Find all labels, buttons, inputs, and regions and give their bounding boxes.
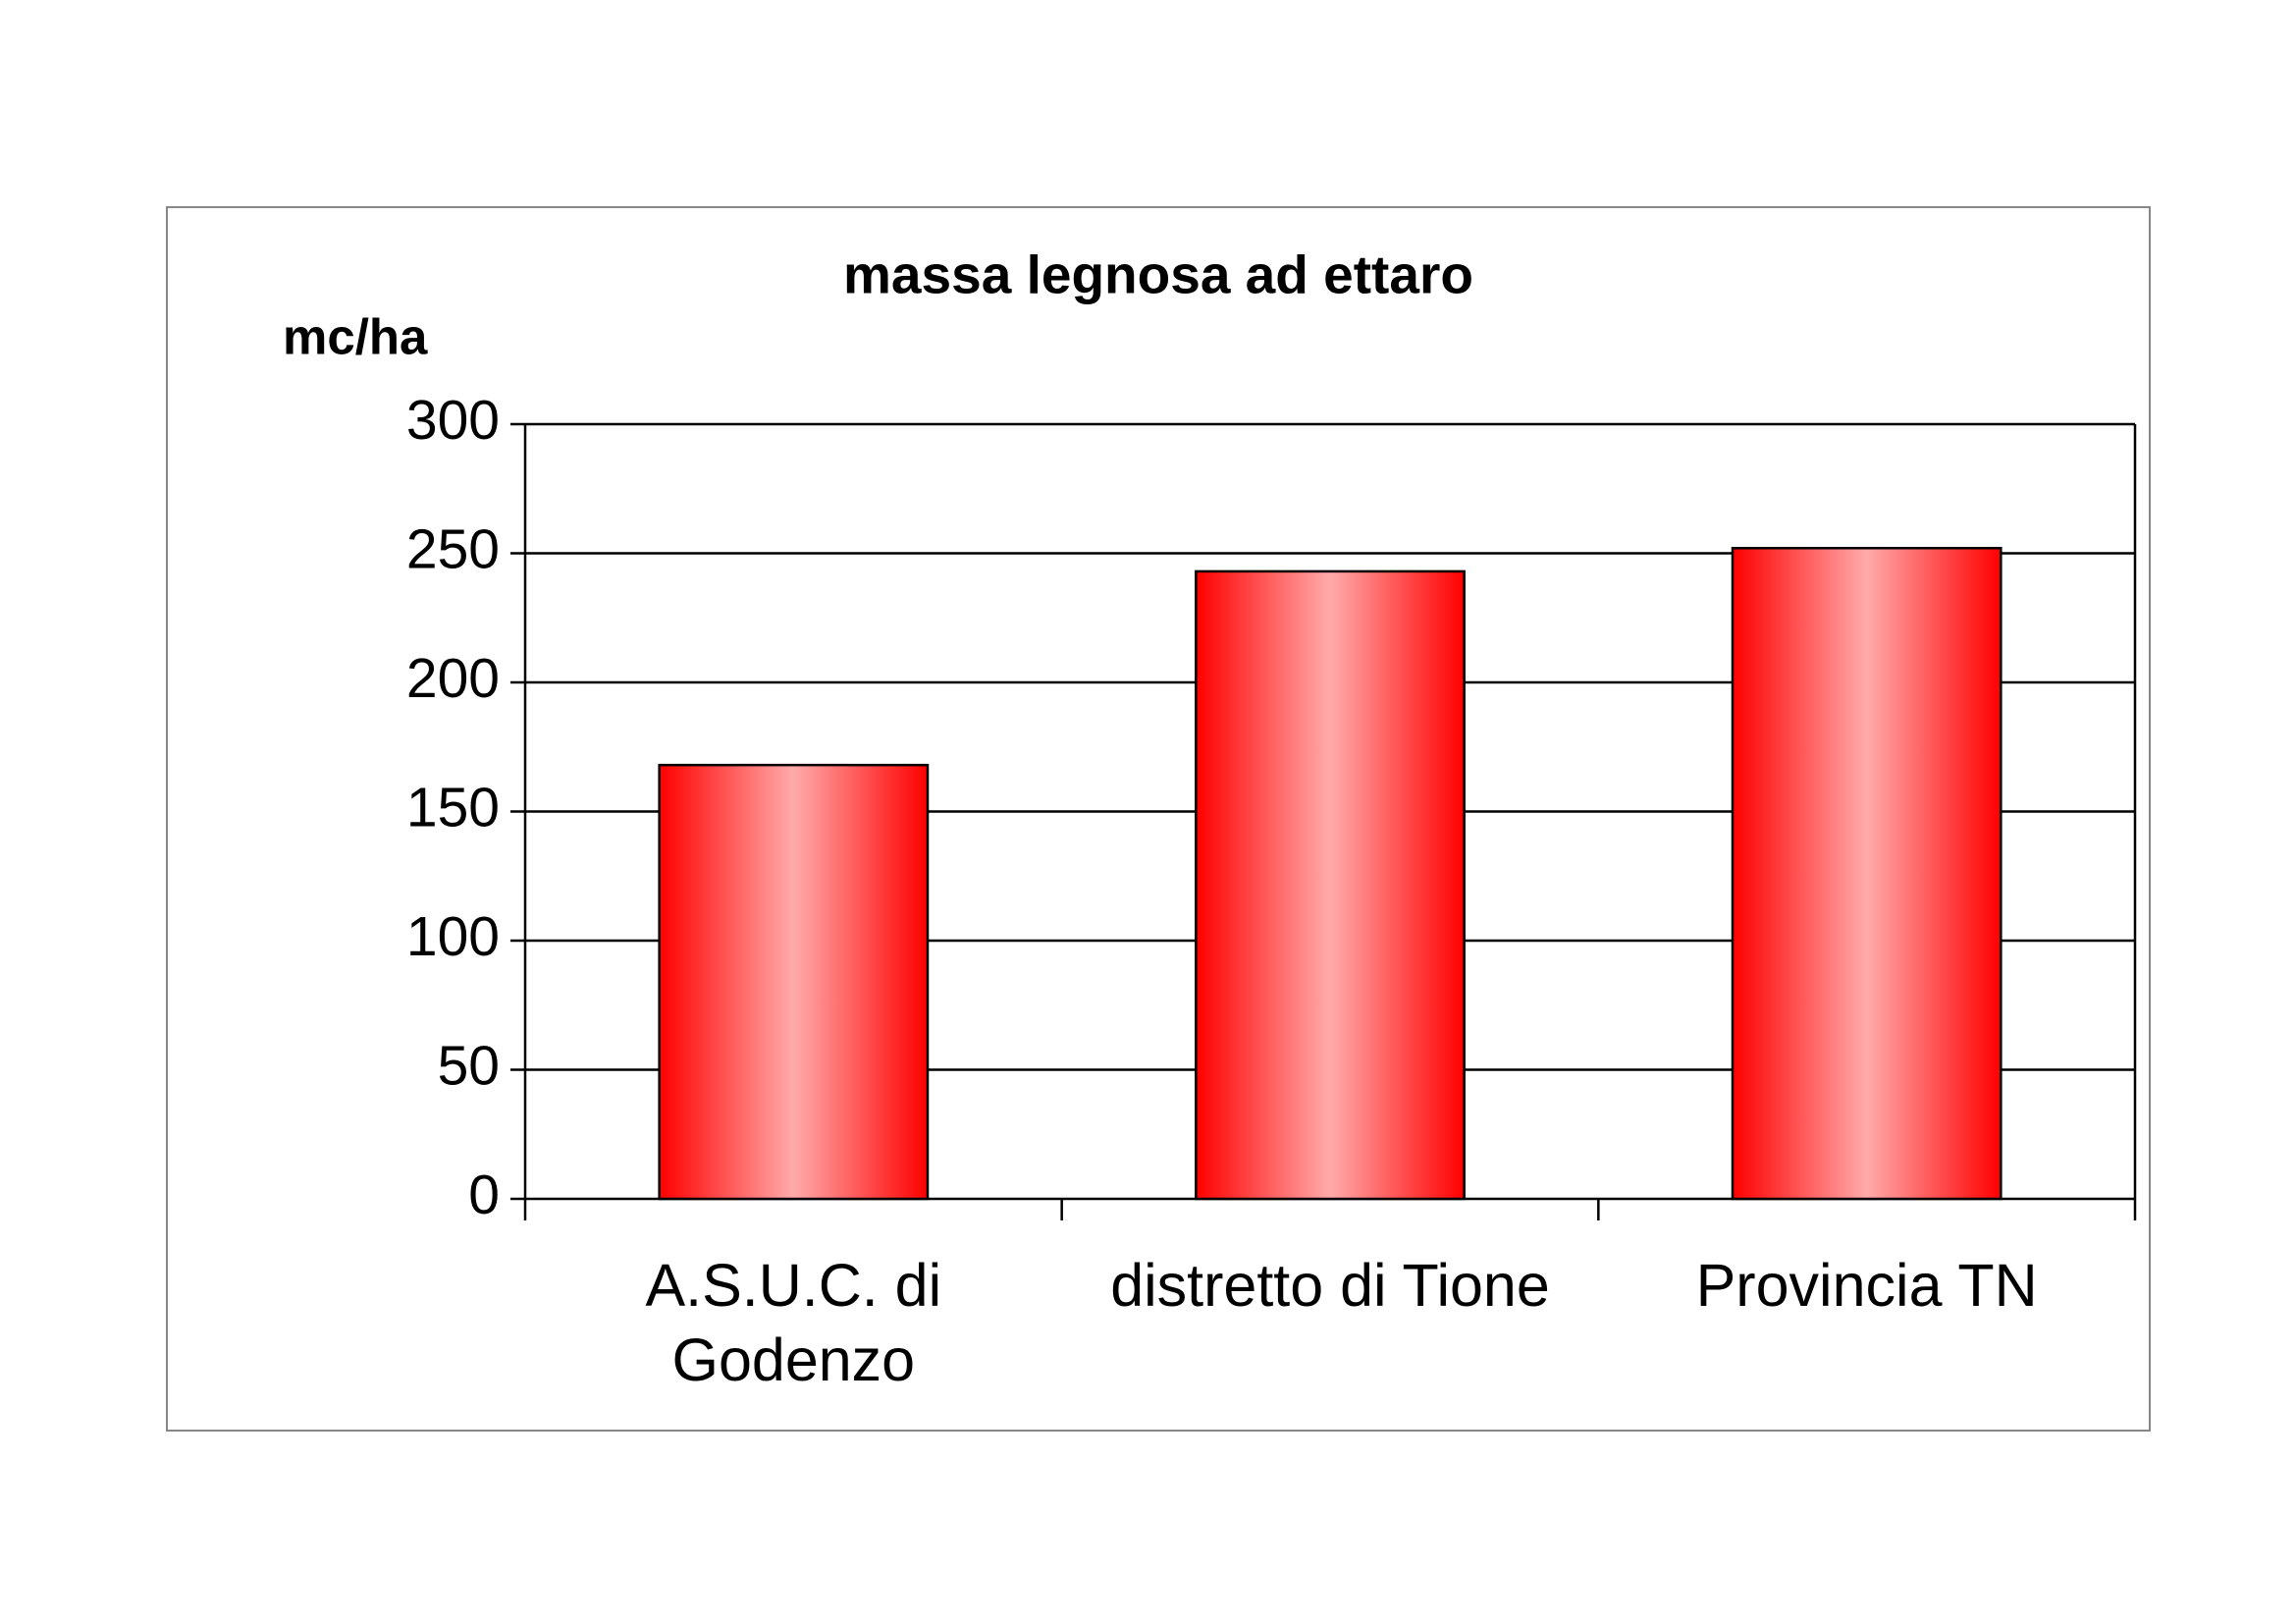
x-tick-label: distretto di Tione bbox=[1110, 1252, 1550, 1319]
x-tick-label: A.S.U.C. di Godenzo bbox=[645, 1252, 942, 1393]
y-tick-label: 250 bbox=[406, 518, 500, 581]
y-tick-label: 50 bbox=[438, 1035, 500, 1098]
bar bbox=[658, 763, 930, 1201]
bar bbox=[1195, 569, 1466, 1201]
y-tick-label: 300 bbox=[406, 389, 500, 452]
y-axis-label: mc/ha bbox=[283, 308, 428, 364]
y-tick-label: 0 bbox=[468, 1164, 500, 1226]
y-tick-label: 100 bbox=[406, 905, 500, 968]
chart-title: massa legnosa ad ettaro bbox=[843, 244, 1473, 305]
x-tick-label: Provincia TN bbox=[1695, 1252, 2038, 1319]
y-tick-label: 200 bbox=[406, 647, 500, 710]
y-tick-label: 150 bbox=[406, 777, 500, 839]
bar bbox=[1731, 546, 2002, 1201]
